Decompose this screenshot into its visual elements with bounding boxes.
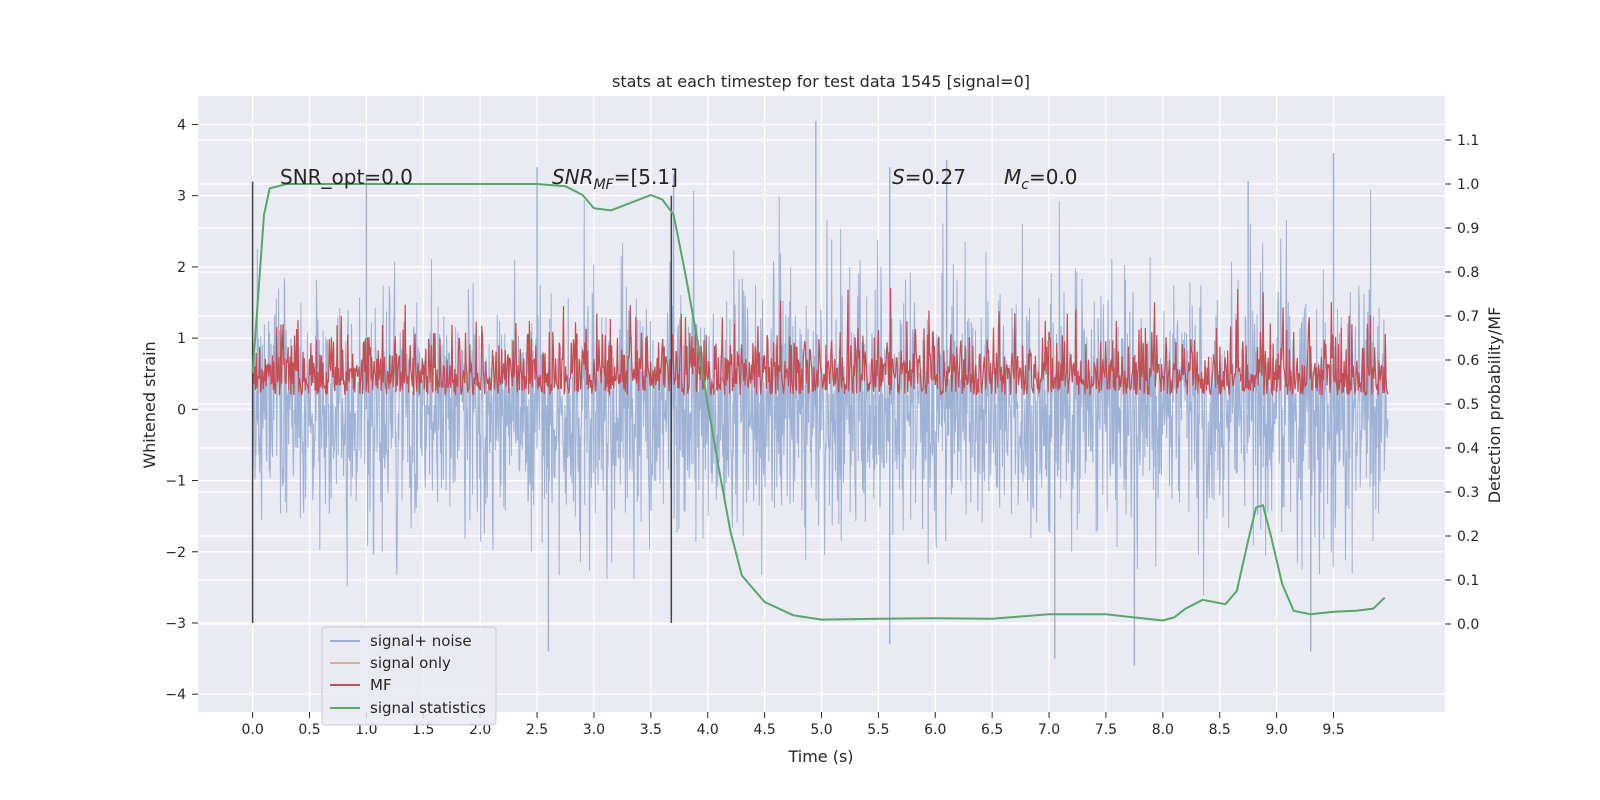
x-tick-label: 9.0 <box>1265 722 1287 738</box>
y2-axis-ticks: 1.1 1.0 0.9 0.8 0.7 0.6 0.5 0.4 0.3 0.2 0.1 0.0 <box>1445 133 1479 633</box>
y2-tick-label: 0.7 <box>1457 309 1479 325</box>
annotation-s-prefix: S <box>892 165 905 189</box>
annotation-s-value: =0.27 <box>905 165 966 189</box>
chart-title: stats at each timestep for test data 154… <box>612 72 1030 91</box>
annotation-mc: Mc=0.0 <box>1004 165 1078 193</box>
x-tick-label: 7.0 <box>1038 722 1060 738</box>
legend-label-signal-noise: signal+ noise <box>370 632 472 650</box>
y2-tick-label: 0.2 <box>1457 529 1479 545</box>
y2-tick-label: 0.0 <box>1457 617 1479 633</box>
annotation-snr-opt: SNR_opt=0.0 <box>280 165 413 189</box>
y2-axis-label: Detection probability/MF <box>1485 307 1504 504</box>
x-tick-label: 6.0 <box>924 722 946 738</box>
legend-label-mf: MF <box>370 676 392 694</box>
x-tick-label: 9.5 <box>1322 722 1344 738</box>
x-tick-label: 3.5 <box>640 722 662 738</box>
y2-tick-label: 0.3 <box>1457 485 1479 501</box>
x-axis-ticks: 0.0 0.5 1.0 1.5 2.0 2.5 3.0 3.5 4.0 4.5 5.0 5.5 6.0 6… <box>241 712 1345 738</box>
y-axis-label: Whitened strain <box>140 341 159 468</box>
y-tick-label: 1 <box>177 331 186 347</box>
x-tick-label: 8.0 <box>1152 722 1174 738</box>
x-tick-label: 6.5 <box>981 722 1003 738</box>
x-tick-label: 8.5 <box>1209 722 1231 738</box>
y2-tick-label: 0.8 <box>1457 265 1479 281</box>
x-tick-label: 5.5 <box>867 722 889 738</box>
legend-label-signal-only: signal only <box>370 654 451 672</box>
y-tick-label: 3 <box>177 189 186 205</box>
x-tick-label: 1.5 <box>412 722 434 738</box>
y-tick-label: −2 <box>165 545 186 561</box>
annotation-mc-prefix: M <box>1004 165 1021 189</box>
y-tick-label: −4 <box>165 687 186 703</box>
y2-tick-label: 0.1 <box>1457 573 1479 589</box>
signal-noise-line <box>252 189 1389 596</box>
y-tick-label: 2 <box>177 260 186 276</box>
legend: signal+ noise signal only MF signal stat… <box>321 626 497 726</box>
series-signal-statistics <box>251 183 1386 622</box>
signal-statistics-line <box>251 183 1386 622</box>
mf-line <box>252 288 1389 397</box>
annotation-mc-sub: c <box>1021 177 1029 193</box>
legend-box <box>321 626 497 726</box>
y2-tick-label: 0.5 <box>1457 397 1479 413</box>
annotation-snr-mf-prefix: SNR <box>552 165 594 189</box>
legend-label-signal-statistics: signal statistics <box>370 699 486 717</box>
vertical-markers <box>251 181 673 623</box>
x-tick-label: 5.0 <box>810 722 832 738</box>
y2-tick-label: 1.1 <box>1457 133 1479 149</box>
x-tick-label: 2.0 <box>469 722 491 738</box>
y-tick-label: 0 <box>177 402 186 418</box>
x-tick-label: 0.0 <box>241 722 263 738</box>
y-axis-ticks: 4 3 2 1 0 −1 −2 −3 −4 <box>165 117 198 703</box>
y2-tick-label: 0.6 <box>1457 353 1479 369</box>
annotation-mc-value: =0.0 <box>1029 165 1078 189</box>
x-tick-label: 4.5 <box>753 722 775 738</box>
y2-tick-label: 1.0 <box>1457 177 1479 193</box>
x-axis-label: Time (s) <box>787 747 853 766</box>
y2-tick-label: 0.9 <box>1457 221 1479 237</box>
annotation-s: S=0.27 <box>892 165 966 189</box>
y-tick-label: −3 <box>165 616 186 632</box>
x-tick-label: 4.0 <box>697 722 719 738</box>
x-tick-label: 1.0 <box>355 722 377 738</box>
annotation-snr-mf: SNRMF=[5.1] <box>552 165 678 193</box>
annotation-snr-mf-value: =[5.1] <box>614 165 678 189</box>
x-tick-label: 2.5 <box>526 722 548 738</box>
y-tick-label: 4 <box>177 117 186 133</box>
x-tick-label: 3.0 <box>583 722 605 738</box>
series-mf <box>252 288 1389 397</box>
x-tick-label: 0.5 <box>298 722 320 738</box>
annotation-snr-mf-sub: MF <box>594 177 615 193</box>
x-tick-label: 7.5 <box>1095 722 1117 738</box>
y2-tick-label: 0.4 <box>1457 441 1479 457</box>
y-tick-label: −1 <box>165 474 186 490</box>
